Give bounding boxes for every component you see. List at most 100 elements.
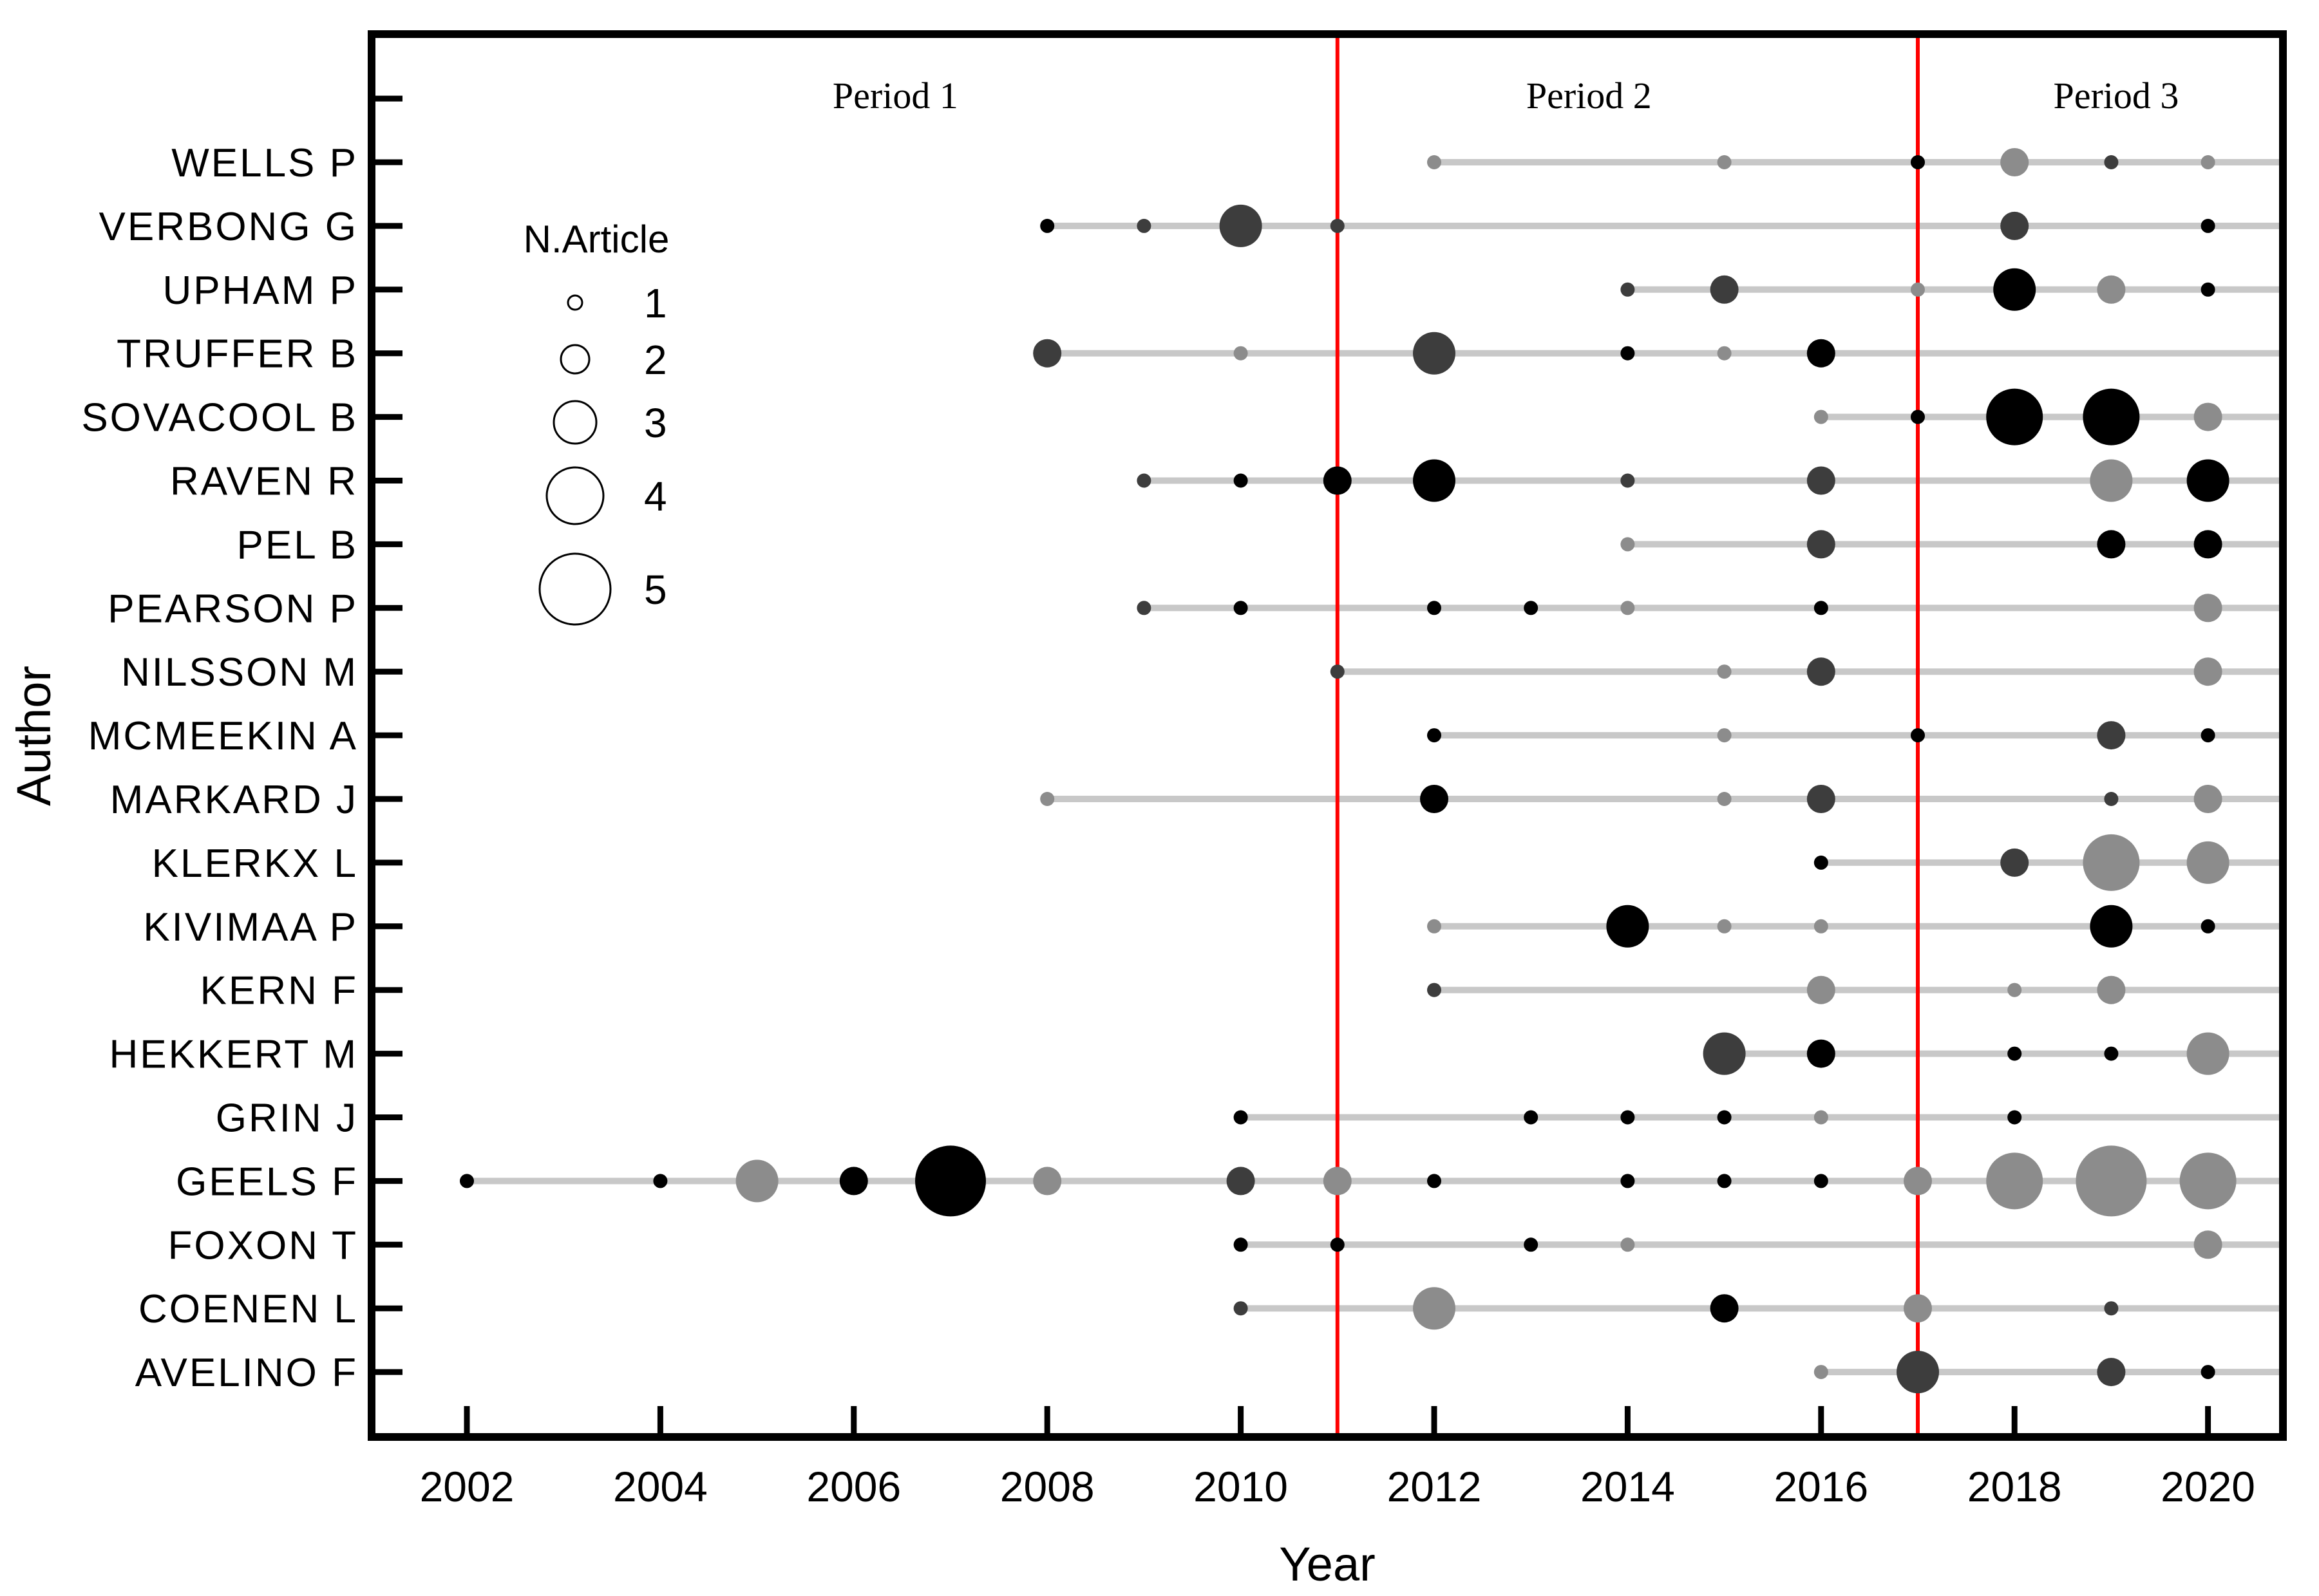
x-tick-label: 2018 — [1967, 1463, 2062, 1510]
author-label: FOXON T — [168, 1223, 358, 1268]
article-bubble — [1524, 1237, 1538, 1252]
article-bubble — [1717, 1110, 1732, 1125]
plot-frame — [368, 30, 2287, 1441]
legend-size-circle — [567, 294, 583, 311]
author-label: KIVIMAA P — [143, 905, 358, 950]
author-label: MCMEEKIN A — [88, 714, 358, 758]
article-bubble — [2104, 792, 2119, 806]
article-bubble — [1911, 728, 1925, 743]
article-bubble — [1420, 785, 1448, 813]
author-label: NILSSON M — [121, 650, 358, 695]
article-bubble — [1897, 1351, 1939, 1394]
article-bubble — [1233, 1110, 1248, 1125]
article-bubble — [2186, 1032, 2229, 1075]
article-bubble — [1427, 155, 1441, 169]
article-bubble — [1806, 1039, 1835, 1068]
x-tick-label: 2008 — [1000, 1463, 1095, 1510]
author-label: COENEN L — [138, 1287, 358, 1331]
x-tick-label: 2004 — [613, 1463, 708, 1510]
article-bubble — [2193, 657, 2222, 686]
period-label: Period 3 — [2053, 75, 2179, 117]
article-bubble — [2201, 1365, 2215, 1380]
article-bubble — [1233, 601, 1248, 615]
article-bubble — [839, 1167, 868, 1196]
legend-size-label: 3 — [644, 400, 667, 446]
plot-frame-layer — [368, 30, 2287, 1441]
author-label: GRIN J — [216, 1096, 358, 1141]
legend-size-circle — [560, 344, 591, 375]
author-label: RAVEN R — [170, 460, 358, 504]
article-bubble — [1806, 530, 1835, 559]
article-bubble — [1620, 1174, 1635, 1188]
article-bubble — [1040, 792, 1055, 806]
article-bubble — [1033, 1167, 1062, 1196]
article-bubble — [1806, 785, 1835, 813]
x-tick-label: 2016 — [1774, 1463, 1868, 1510]
legend-layer: N.Article 1 2 3 4 5 — [524, 218, 669, 626]
article-bubble — [1524, 601, 1538, 615]
author-label: MARKARD J — [110, 778, 358, 822]
article-bubble — [1813, 409, 1828, 424]
article-bubble — [2201, 282, 2215, 297]
article-bubble — [1620, 537, 1635, 552]
article-bubble — [1911, 282, 1925, 297]
article-bubble — [2007, 1110, 2022, 1125]
article-bubble — [915, 1145, 986, 1217]
article-bubble — [2201, 919, 2215, 934]
legend-size-label: 1 — [644, 280, 667, 326]
author-label: PEL B — [237, 523, 358, 567]
article-bubble — [1717, 919, 1732, 934]
author-label: HEKKERT M — [109, 1033, 358, 1077]
author-label: AVELINO F — [135, 1351, 358, 1395]
article-bubble — [1427, 1174, 1441, 1188]
article-bubble — [1813, 601, 1828, 615]
article-bubble — [1330, 218, 1345, 233]
article-bubble — [2007, 1046, 2022, 1061]
author-label: SOVACOOL B — [81, 396, 358, 440]
bubble-layer — [460, 148, 2237, 1394]
article-bubble — [1233, 346, 1248, 361]
article-bubble — [1806, 975, 1835, 1004]
article-bubble — [1710, 275, 1739, 304]
article-bubble — [1427, 728, 1441, 743]
x-tick-label: 2014 — [1580, 1463, 1675, 1510]
article-bubble — [1233, 473, 1248, 488]
article-bubble — [1986, 1152, 2043, 1210]
article-bubble — [2193, 402, 2222, 431]
article-bubble — [735, 1159, 779, 1203]
article-bubble — [1137, 601, 1151, 615]
article-bubble — [2097, 721, 2126, 750]
article-bubble — [1986, 388, 2043, 446]
article-bubble — [2193, 1230, 2222, 1259]
legend-size-circle — [553, 400, 598, 445]
article-bubble — [2201, 155, 2215, 169]
article-bubble — [460, 1174, 474, 1188]
x-tick-label: 2020 — [2161, 1463, 2255, 1510]
article-bubble — [1717, 1174, 1732, 1188]
article-bubble — [2201, 218, 2215, 233]
x-tick-label: 2010 — [1193, 1463, 1288, 1510]
author-label: KLERKX L — [152, 841, 358, 886]
article-bubble — [2000, 148, 2029, 176]
legend-size-label: 4 — [644, 473, 667, 520]
article-bubble — [2097, 975, 2126, 1004]
article-bubble — [2083, 388, 2140, 446]
article-bubble — [1427, 601, 1441, 615]
article-bubble — [1904, 1294, 1932, 1323]
period-label: Period 2 — [1526, 75, 1652, 117]
author-label: PEARSON P — [108, 587, 358, 631]
article-bubble — [1911, 155, 1925, 169]
article-bubble — [2000, 211, 2029, 240]
article-bubble — [1813, 919, 1828, 934]
x-tick-label: 2006 — [806, 1463, 901, 1510]
article-bubble — [653, 1174, 668, 1188]
article-bubble — [1620, 1110, 1635, 1125]
article-bubble — [1806, 657, 1835, 686]
y-axis-title: Author — [7, 666, 61, 806]
article-bubble — [1717, 155, 1732, 169]
article-bubble — [1413, 1287, 1455, 1330]
article-bubble — [1717, 664, 1732, 679]
article-bubble — [1233, 1301, 1248, 1316]
article-bubble — [1323, 1167, 1352, 1196]
article-bubble — [2193, 785, 2222, 813]
